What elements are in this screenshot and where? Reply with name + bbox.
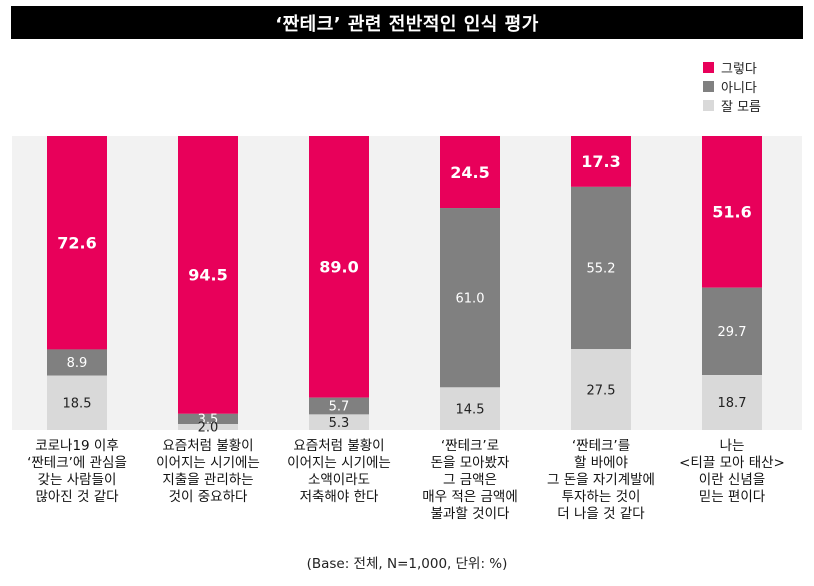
data-label: 18.5 [63,396,92,411]
bar-segment [702,136,762,288]
legend-swatch-no [703,81,714,92]
data-label: 17.3 [581,152,620,171]
legend-item-yes: 그렇다 [703,58,761,77]
bar-segment [440,387,500,430]
category-label: 저축해야 한다 [300,489,379,505]
category-label: ‘짠테크’에 관심을 [27,455,127,471]
category-label: 할 바에야 [574,455,628,471]
category-label: 더 나을 것 같다 [557,506,645,522]
data-label: 29.7 [718,325,747,340]
bar-segment [571,349,631,430]
category-label: 투자하는 것이 [562,489,641,505]
legend-swatch-yes [703,62,714,73]
bar-segment [440,136,500,209]
bar-segment [47,136,107,350]
category-label: 그 돈을 자기계발에 [547,472,655,488]
category-label: 돈을 모아봤자 [431,455,510,471]
category-label: 그 금액은 [443,472,497,488]
data-label: 27.5 [587,383,616,398]
category-label: 많아진 것 같다 [35,489,119,505]
data-label: 61.0 [456,291,485,306]
bar-segment [309,136,369,398]
legend-swatch-unknown [703,100,714,111]
bar-segment [178,413,238,425]
legend-item-no: 아니다 [703,77,761,96]
bar-segment [309,397,369,415]
category-label: 요즘처럼 불황이 [293,438,384,454]
legend: 그렇다 아니다 잘 모름 [703,58,761,115]
category-label: 소액이라도 [308,472,370,488]
category-label: 요즘처럼 불황이 [162,438,253,454]
data-label: 55.2 [587,262,616,277]
category-label: ‘짠테크’로 [441,438,499,454]
category-label: 이어지는 시기에는 [287,455,391,471]
data-label: 18.7 [718,396,747,411]
legend-item-unknown: 잘 모름 [703,96,761,115]
category-label: 믿는 편이다 [699,489,766,505]
data-label: 3.5 [198,413,219,428]
plot-background-band [12,136,802,430]
bar-segment [571,186,631,350]
bar-segment [178,136,238,414]
bar-segment [571,136,631,187]
data-label: 89.0 [319,258,358,277]
category-label: 것이 중요하다 [169,489,248,505]
bar-segment [309,414,369,430]
bar-segment [47,375,107,430]
category-label: 불과할 것이다 [431,506,510,522]
category-label: ‘짠테크’를 [572,438,630,454]
category-label: 나는 [720,438,745,454]
bar-segment [440,208,500,388]
legend-label-yes: 그렇다 [721,62,757,77]
bar-segment [702,287,762,376]
data-label: 94.5 [188,266,227,285]
data-label: 72.6 [57,233,96,252]
category-label: <티끌 모아 태산> [679,455,785,471]
bar-segment [178,424,238,430]
data-label: 24.5 [450,163,489,182]
category-label: 갖는 사람들이 [38,472,117,488]
data-label: 5.7 [329,400,350,415]
data-label: 8.9 [67,356,88,371]
chart-title: ‘짠테크’ 관련 전반적인 인식 평가 [11,6,803,39]
legend-label-unknown: 잘 모름 [721,100,762,115]
legend-label-no: 아니다 [721,81,757,96]
category-label: 이어지는 시기에는 [156,455,260,471]
category-label: 이란 신념을 [699,472,765,488]
category-label: 코로나19 이후 [35,438,119,454]
data-label: 51.6 [712,203,751,222]
bar-segment [702,375,762,430]
data-label: 5.3 [329,416,350,431]
footnote: (Base: 전체, N=1,000, 단위: %) [306,556,508,572]
category-label: 지출을 관리하는 [162,472,253,488]
category-label: 매우 적은 금액에 [422,489,518,505]
data-label: 14.5 [456,402,485,417]
bar-segment [47,349,107,376]
data-label: 2.0 [198,421,219,436]
